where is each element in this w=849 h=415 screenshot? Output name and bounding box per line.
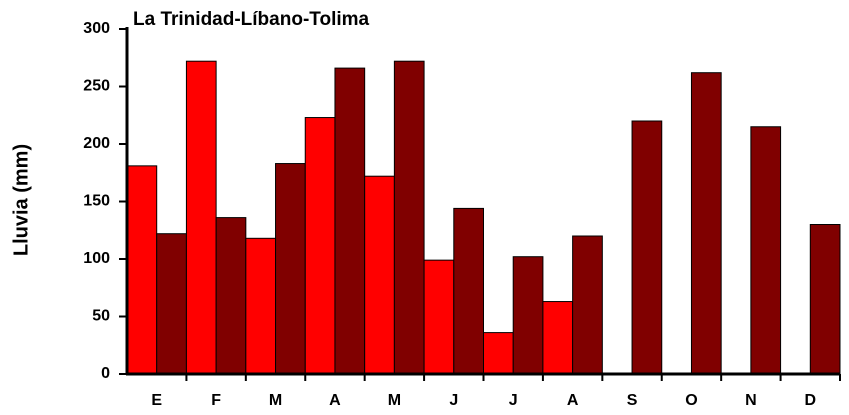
bar bbox=[453, 207, 484, 375]
bar bbox=[275, 163, 306, 375]
x-tick-label: J bbox=[449, 392, 458, 409]
bar bbox=[690, 72, 722, 375]
chart-title: La Trinidad-Líbano-Tolima bbox=[133, 9, 370, 30]
bar bbox=[512, 256, 544, 375]
y-axis-label: Lluvia (mm) bbox=[10, 144, 32, 256]
y-tick-label: 0 bbox=[101, 365, 110, 382]
bar bbox=[393, 60, 425, 375]
x-tick-label: A bbox=[329, 392, 341, 409]
bar bbox=[215, 217, 247, 375]
y-tick-label: 200 bbox=[83, 135, 110, 152]
bar bbox=[809, 224, 841, 375]
bar bbox=[304, 117, 336, 375]
bar bbox=[423, 259, 455, 375]
bar bbox=[364, 175, 395, 375]
x-tick-label: E bbox=[151, 392, 162, 409]
x-tick-label: F bbox=[211, 392, 221, 409]
bar bbox=[334, 67, 366, 375]
y-tick-label: 50 bbox=[92, 308, 110, 325]
bar bbox=[750, 126, 782, 375]
bar bbox=[631, 120, 663, 375]
x-tick-label: A bbox=[567, 392, 579, 409]
bar bbox=[126, 165, 158, 375]
x-tick-label: M bbox=[269, 392, 282, 409]
x-tick-label: N bbox=[745, 392, 757, 409]
x-tick-label: D bbox=[805, 392, 817, 409]
bar bbox=[185, 60, 217, 375]
y-tick-label: 150 bbox=[83, 193, 110, 210]
bar bbox=[542, 301, 574, 375]
y-tick-label: 100 bbox=[83, 250, 110, 267]
bar bbox=[483, 332, 514, 375]
x-tick-label: S bbox=[627, 392, 638, 409]
bar bbox=[572, 235, 603, 375]
y-tick-label: 250 bbox=[83, 78, 110, 95]
x-tick-label: J bbox=[509, 392, 518, 409]
bar bbox=[245, 237, 277, 375]
bar bbox=[156, 233, 187, 375]
y-tick-label: 300 bbox=[83, 20, 110, 37]
x-tick-label: O bbox=[685, 392, 697, 409]
x-tick-label: M bbox=[388, 392, 401, 409]
